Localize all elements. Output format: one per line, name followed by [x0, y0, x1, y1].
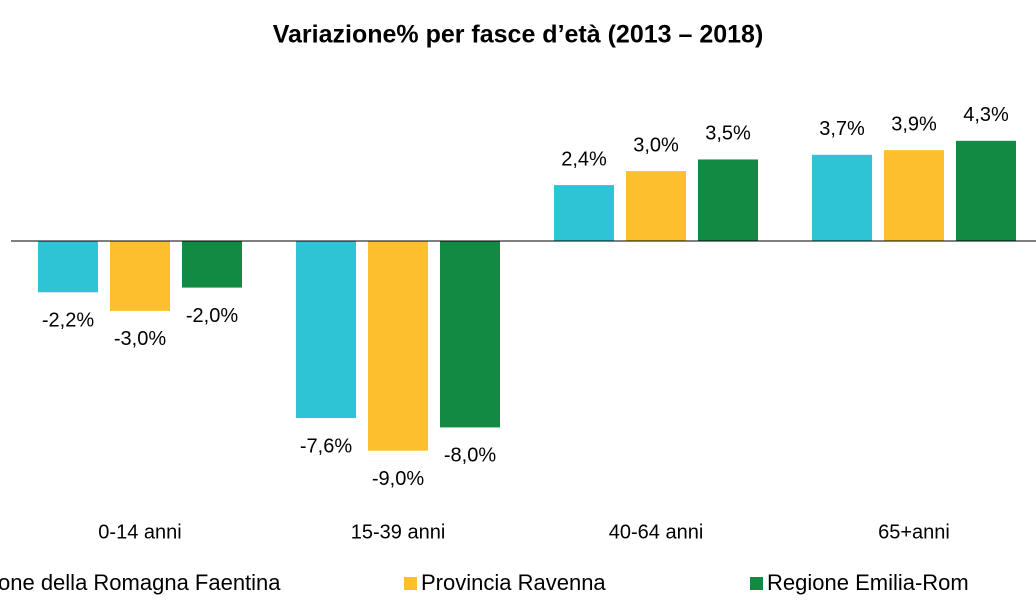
x-tick-label: 15-39 anni	[351, 521, 446, 543]
data-label: -7,6%	[300, 435, 352, 457]
data-label: 2,4%	[561, 148, 607, 170]
legend-label: Regione Emilia-Rom	[767, 570, 969, 595]
legend-marker	[750, 577, 763, 590]
bar	[554, 185, 614, 241]
data-label: -8,0%	[444, 445, 496, 467]
x-tick-label: 0-14 anni	[98, 521, 181, 543]
bar	[698, 159, 758, 241]
bar	[110, 241, 170, 311]
legend-label: one della Romagna Faentina	[0, 570, 281, 595]
bar	[440, 241, 500, 428]
data-label: 3,0%	[633, 134, 679, 156]
data-label: -3,0%	[114, 328, 166, 350]
bar	[38, 241, 98, 293]
x-tick-label: 40-64 anni	[609, 521, 704, 543]
legend-label: Provincia Ravenna	[421, 570, 606, 595]
bar	[626, 171, 686, 241]
data-label: 3,9%	[891, 113, 937, 135]
bar	[812, 154, 872, 241]
bar	[956, 140, 1016, 241]
bar	[368, 241, 428, 451]
bar	[182, 241, 242, 288]
bar	[884, 150, 944, 241]
data-label: -9,0%	[372, 468, 424, 490]
data-label: 3,7%	[819, 118, 865, 140]
x-tick-label: 65+anni	[878, 521, 950, 543]
data-label: 3,5%	[705, 123, 751, 145]
data-label: 4,3%	[963, 104, 1009, 126]
data-label: -2,0%	[186, 305, 238, 327]
data-label: -2,2%	[42, 310, 94, 332]
bar	[296, 241, 356, 419]
legend-marker	[404, 577, 417, 590]
chart-title: Variazione% per fasce d’età (2013 – 2018…	[273, 21, 764, 49]
